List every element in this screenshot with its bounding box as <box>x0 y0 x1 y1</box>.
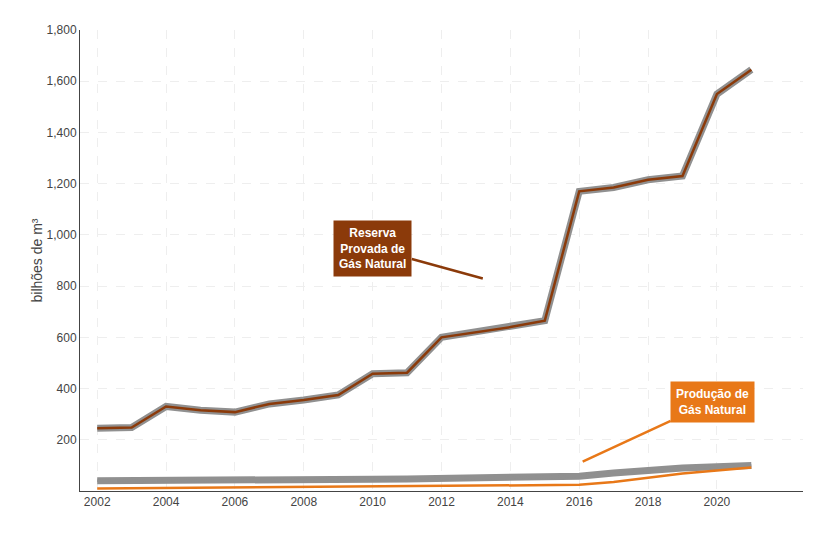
svg-text:2016: 2016 <box>566 495 593 509</box>
svg-text:2012: 2012 <box>428 495 455 509</box>
svg-text:800: 800 <box>57 279 77 293</box>
svg-text:ReservaProvada deGás Natural: ReservaProvada deGás Natural <box>339 226 406 271</box>
svg-text:2004: 2004 <box>153 495 180 509</box>
svg-text:1,400: 1,400 <box>47 126 77 140</box>
svg-text:200: 200 <box>57 433 77 447</box>
svg-text:2020: 2020 <box>704 495 731 509</box>
svg-text:Produção deGás Natural: Produção deGás Natural <box>676 387 749 417</box>
svg-text:400: 400 <box>57 382 77 396</box>
svg-text:2010: 2010 <box>359 495 386 509</box>
svg-text:2002: 2002 <box>84 495 111 509</box>
svg-text:2006: 2006 <box>222 495 249 509</box>
svg-text:600: 600 <box>57 331 77 345</box>
svg-text:2008: 2008 <box>290 495 317 509</box>
svg-text:1,600: 1,600 <box>47 74 77 88</box>
svg-text:2014: 2014 <box>497 495 524 509</box>
svg-text:1,200: 1,200 <box>47 177 77 191</box>
svg-text:1,800: 1,800 <box>47 23 77 37</box>
svg-text:2018: 2018 <box>635 495 662 509</box>
svg-text:bilhões de m³: bilhões de m³ <box>29 218 45 302</box>
svg-text:1,000: 1,000 <box>47 228 77 242</box>
